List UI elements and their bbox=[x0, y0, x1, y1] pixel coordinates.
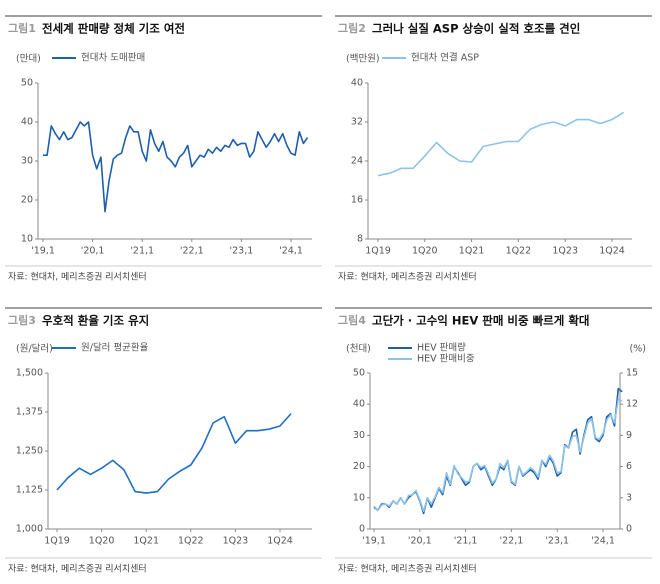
x-tick-label: '19,1 bbox=[31, 246, 55, 257]
y-tick-label: 30 bbox=[21, 156, 33, 167]
figure-label: 그림4 bbox=[338, 314, 366, 327]
y-axis-label: (만대) bbox=[16, 54, 41, 65]
x-tick-label: '23,1 bbox=[545, 536, 569, 547]
y-tick-label: 1,000 bbox=[16, 524, 43, 535]
figure-label: 그림1 bbox=[8, 22, 36, 35]
y-tick-label: 40 bbox=[21, 117, 33, 128]
legend-label: HEV 판매비중 bbox=[417, 354, 475, 365]
figure-label: 그림3 bbox=[8, 314, 36, 327]
legend-label: 원/달러 평균환율 bbox=[81, 342, 149, 354]
x-tick-label: 1Q19 bbox=[365, 246, 391, 257]
source-note: 자료: 현대차, 메리츠증권 리서치센터 bbox=[338, 271, 477, 283]
x-tick-label: '24,1 bbox=[279, 246, 303, 257]
y2-tick-label: 3 bbox=[626, 492, 632, 503]
y-tick-label: 10 bbox=[353, 492, 365, 503]
y-tick-label: 50 bbox=[21, 78, 33, 89]
series-line bbox=[373, 398, 623, 513]
x-tick-label: '22,1 bbox=[180, 246, 204, 257]
x-tick-label: '20,1 bbox=[81, 246, 105, 257]
x-tick-label: '21,1 bbox=[130, 246, 154, 257]
y-tick-label: 1,250 bbox=[16, 446, 43, 457]
series-line bbox=[56, 413, 292, 494]
source-note: 자료: 현대차, 메리츠증권 리서치센터 bbox=[8, 271, 147, 283]
y-tick-label: 20 bbox=[21, 195, 33, 206]
x-tick-label: '24,1 bbox=[591, 536, 615, 547]
chart-title: 그러나 실질 ASP 상승이 실적 호조를 견인 bbox=[372, 22, 580, 36]
legend-label: 현대차 도매판매 bbox=[81, 52, 145, 64]
x-tick-label: '22,1 bbox=[500, 536, 524, 547]
figure-label: 그림2 bbox=[338, 22, 366, 35]
x-tick-label: '21,1 bbox=[454, 536, 478, 547]
y2-tick-label: 15 bbox=[626, 368, 638, 379]
y-axis-label: (백만원) bbox=[346, 54, 380, 65]
y-tick-label: 1,375 bbox=[16, 407, 43, 418]
y-tick-label: 16 bbox=[351, 195, 363, 206]
y-tick-label: 1,500 bbox=[16, 368, 43, 379]
x-tick-label: 1Q24 bbox=[599, 246, 625, 257]
y-tick-label: 8 bbox=[357, 234, 363, 245]
y-tick-label: 10 bbox=[21, 234, 33, 245]
series-line bbox=[377, 111, 625, 177]
source-note: 자료: 현대차, 메리츠증권 리서치센터 bbox=[338, 563, 477, 575]
chart-title: 우호적 환율 기조 유지 bbox=[42, 314, 149, 328]
x-tick-label: 1Q19 bbox=[44, 536, 70, 547]
x-tick-label: 1Q21 bbox=[459, 246, 485, 257]
y-tick-label: 40 bbox=[353, 399, 365, 410]
source-note: 자료: 현대차, 메리츠증권 리서치센터 bbox=[8, 563, 147, 575]
x-tick-label: '20,1 bbox=[408, 536, 432, 547]
x-tick-label: 1Q24 bbox=[267, 536, 293, 547]
x-tick-label: 1Q20 bbox=[412, 246, 438, 257]
y-tick-label: 40 bbox=[351, 78, 363, 89]
y2-tick-label: 12 bbox=[626, 399, 638, 410]
y2-tick-label: 6 bbox=[626, 461, 632, 472]
chart-title: 고단가 · 고수익 HEV 판매 비중 빠르게 확대 bbox=[372, 314, 589, 328]
x-tick-label: 1Q20 bbox=[89, 536, 115, 547]
x-tick-label: 1Q22 bbox=[178, 536, 204, 547]
x-tick-label: 1Q22 bbox=[506, 246, 532, 257]
y-tick-label: 24 bbox=[351, 156, 363, 167]
series-line bbox=[43, 121, 309, 213]
y-tick-label: 50 bbox=[353, 368, 365, 379]
x-tick-label: 1Q23 bbox=[223, 536, 249, 547]
y-axis-label: (천대) bbox=[346, 344, 371, 355]
x-tick-label: '23,1 bbox=[230, 246, 254, 257]
chart-title: 전세계 판매량 정체 기조 여전 bbox=[42, 22, 185, 36]
y2-tick-label: 0 bbox=[626, 524, 632, 535]
y-tick-label: 0 bbox=[359, 524, 365, 535]
y-tick-label: 20 bbox=[353, 461, 365, 472]
y-tick-label: 32 bbox=[351, 117, 363, 128]
y2-tick-label: 9 bbox=[626, 430, 632, 441]
legend-label: 현대차 연결 ASP bbox=[411, 52, 479, 64]
y-tick-label: 1,125 bbox=[16, 485, 43, 496]
x-tick-label: 1Q21 bbox=[133, 536, 159, 547]
y-axis-label: (원/달러) bbox=[16, 343, 53, 355]
x-tick-label: 1Q23 bbox=[552, 246, 578, 257]
legend-label: HEV 판매량 bbox=[417, 342, 466, 354]
y2-axis-label: (%) bbox=[630, 344, 646, 355]
x-tick-label: '19,1 bbox=[362, 536, 386, 547]
y-tick-label: 30 bbox=[353, 430, 365, 441]
